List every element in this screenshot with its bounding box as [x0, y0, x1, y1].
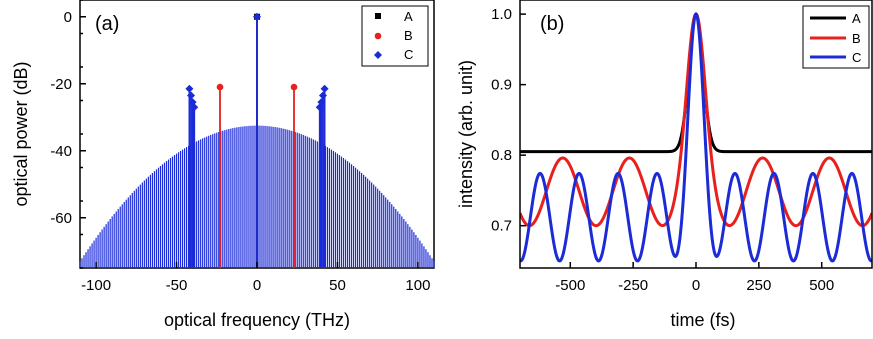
x-tick-label: -50 [166, 277, 188, 294]
legend-a-label-a: A [404, 9, 413, 24]
marker-c [253, 12, 261, 21]
marker-c [318, 91, 327, 100]
panel-b-legend: A B C [802, 5, 870, 69]
x-tick-label: -100 [81, 277, 111, 294]
panel-b-label: (b) [540, 13, 564, 35]
panel-b-lines [520, 12, 872, 263]
legend-a-marker-b [374, 32, 382, 40]
panel-a-series [185, 12, 329, 268]
legend-a-label-c: C [404, 47, 413, 62]
panel-a-label: (a) [95, 13, 119, 35]
x-tick-label: 0 [253, 277, 261, 294]
legend-a-marker-c [374, 51, 382, 59]
panel-a-xlabel: optical frequency (THz) [164, 310, 350, 330]
marker-c [190, 103, 199, 112]
legend-b-label-b: B [852, 31, 861, 46]
legend-b-label-c: C [852, 50, 861, 65]
panel-b-xlabel: time (fs) [671, 310, 736, 330]
x-tick-label: 50 [329, 277, 346, 294]
series-line-c [520, 12, 872, 263]
marker-c [187, 91, 196, 100]
y-tick-label: 0.8 [491, 147, 512, 164]
y-tick-label: -40 [50, 143, 72, 160]
y-tick-label: 0 [64, 9, 72, 26]
x-tick-label: 0 [692, 277, 700, 294]
x-tick-label: -500 [555, 277, 585, 294]
y-tick-label: -60 [50, 210, 72, 227]
x-tick-label: -250 [618, 277, 648, 294]
marker-b [216, 83, 224, 91]
panel-a-legend-box [361, 5, 429, 67]
x-tick-label: 500 [809, 277, 834, 294]
panel-a-legend: A B C [361, 5, 429, 67]
y-tick-label: 0.9 [491, 77, 512, 94]
panel-b-axes: -500 -250 0 250 500 0.7 0.8 0.9 1.0 [491, 6, 834, 294]
marker-c [320, 84, 329, 93]
panel-b-ylabel: intensity (arb. unit) [456, 60, 476, 208]
panel-a-axes: -100 -50 0 50 100 0 -20 -40 -60 [50, 0, 430, 294]
panel-b: -500 -250 0 250 500 0.7 0.8 0.9 1.0 (b) time (fs… [456, 0, 873, 330]
marker-c [185, 84, 194, 93]
y-tick-label: 1.0 [491, 6, 512, 23]
legend-a-marker-a [375, 13, 381, 19]
y-tick-label: 0.7 [491, 218, 512, 235]
x-tick-label: 250 [746, 277, 771, 294]
marker-b [290, 83, 298, 91]
legend-a-label-b: B [404, 28, 413, 43]
panel-a-ylabel: optical power (dB) [11, 61, 31, 206]
y-tick-label: -20 [50, 76, 72, 93]
legend-b-label-a: A [852, 11, 861, 26]
x-tick-label: 100 [405, 277, 430, 294]
panel-a: -100 -50 0 50 100 0 -20 -40 -60 (a) optical freq… [11, 0, 435, 330]
